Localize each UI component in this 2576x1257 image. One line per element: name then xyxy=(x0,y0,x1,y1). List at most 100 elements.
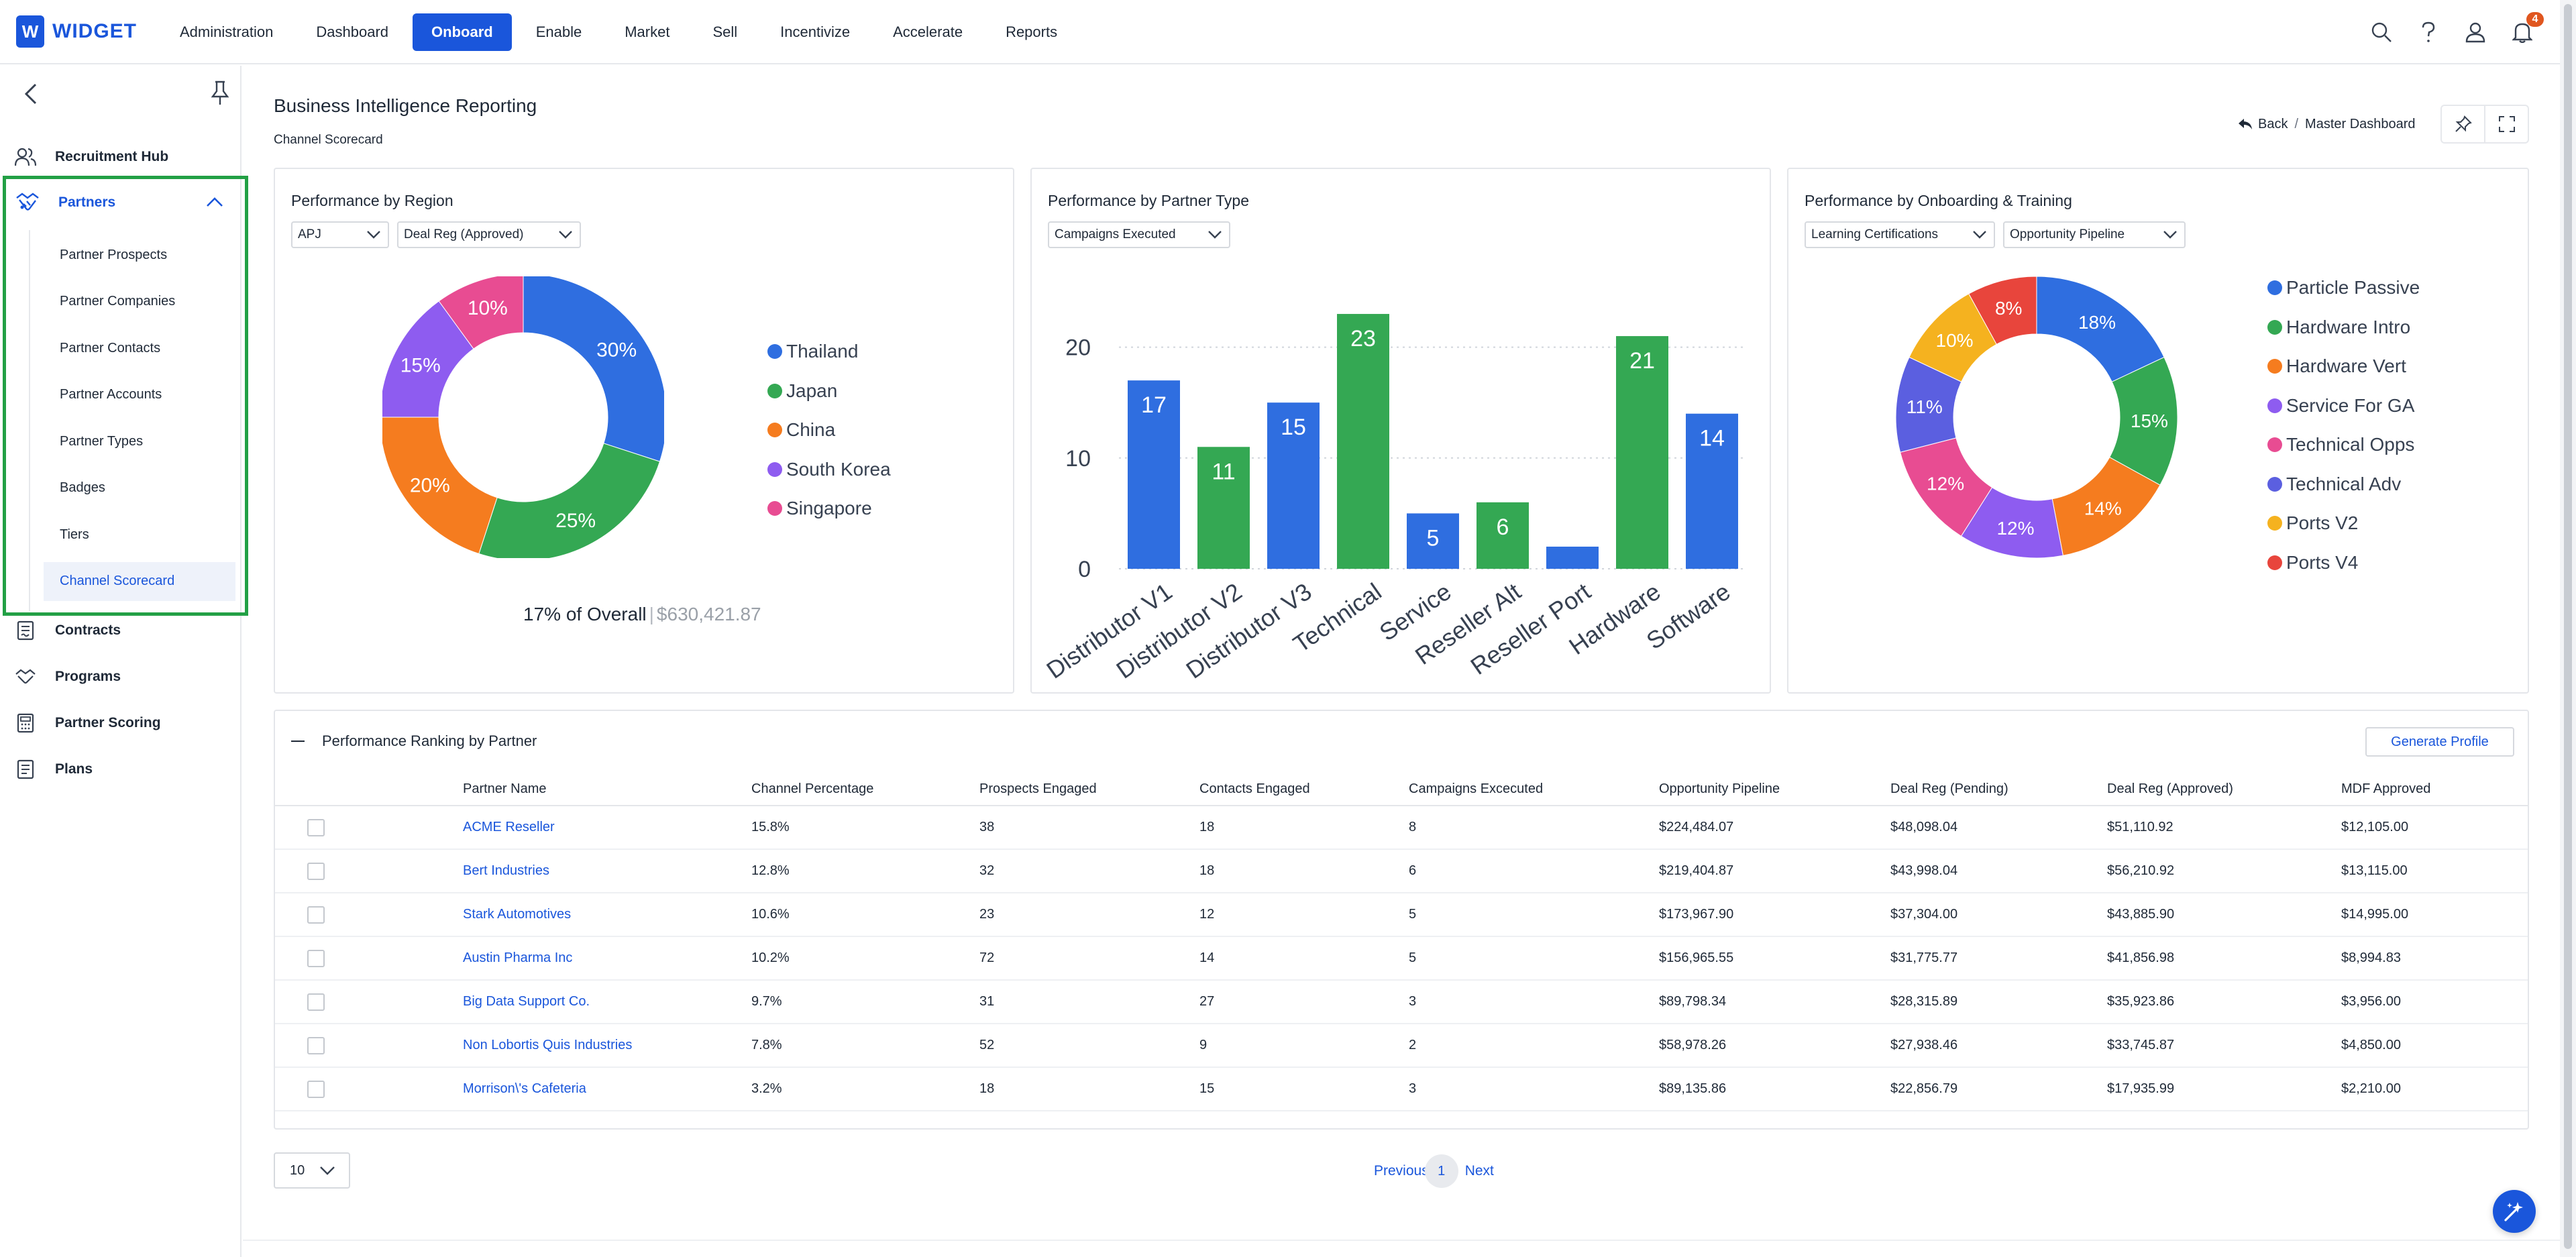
bar-distributor-v2[interactable] xyxy=(1197,447,1250,569)
bar-distributor-v1[interactable] xyxy=(1128,380,1180,569)
column-header[interactable]: Partner Name xyxy=(463,781,547,796)
row-checkbox[interactable] xyxy=(307,818,325,836)
metric-select[interactable]: Opportunity Pipeline xyxy=(2003,221,2186,248)
donut-slice-ports-v4[interactable] xyxy=(1968,276,2037,345)
column-header[interactable]: Channel Percentage xyxy=(751,781,874,796)
column-header[interactable]: Prospects Engaged xyxy=(979,781,1097,796)
next-page-link[interactable]: Next xyxy=(1464,1163,1494,1179)
generate-profile-button[interactable]: Generate Profile xyxy=(2365,727,2514,757)
legend-item[interactable]: Ports V2 xyxy=(2267,504,2420,543)
legend-item[interactable]: South Korea xyxy=(767,450,891,490)
previous-page-link[interactable]: Previous xyxy=(1374,1163,1429,1179)
scrollbar-thumb[interactable] xyxy=(2564,4,2572,1249)
row-checkbox[interactable] xyxy=(307,1080,325,1098)
bar-software[interactable] xyxy=(1686,413,1738,569)
partner-name-link[interactable]: Austin Pharma Inc xyxy=(463,950,573,965)
sidebar-subitem-partner-accounts[interactable]: Partner Accounts xyxy=(60,387,162,402)
legend-item[interactable]: Hardware Intro xyxy=(2267,308,2420,347)
app-logo[interactable]: W WIDGET xyxy=(16,15,137,48)
sidebar-subitem-partner-companies[interactable]: Partner Companies xyxy=(60,294,176,309)
row-checkbox[interactable] xyxy=(307,949,325,967)
sidebar-subitem-partner-contacts[interactable]: Partner Contacts xyxy=(60,340,161,356)
row-checkbox[interactable] xyxy=(307,906,325,924)
column-header[interactable]: Contacts Engaged xyxy=(1199,781,1310,796)
row-checkbox[interactable] xyxy=(307,1036,325,1054)
partner-name-link[interactable]: Non Lobortis Quis Industries xyxy=(463,1038,633,1052)
column-header[interactable]: MDF Approved xyxy=(2341,781,2431,796)
ranking-header[interactable]: Performance Ranking by Partner xyxy=(291,732,537,750)
donut-slice-japan[interactable] xyxy=(478,443,661,558)
metric-select[interactable]: Campaigns Executed xyxy=(1048,221,1230,248)
donut-slice-thailand[interactable] xyxy=(523,276,664,462)
legend-item[interactable]: Singapore xyxy=(767,489,891,529)
nav-administration[interactable]: Administration xyxy=(180,23,274,40)
sidebar-item-partners[interactable]: Partners xyxy=(6,179,245,226)
help-icon[interactable] xyxy=(2415,19,2442,46)
partner-name-link[interactable]: ACME Reseller xyxy=(463,820,555,834)
metric-select[interactable]: Deal Reg (Approved) xyxy=(397,221,581,248)
nav-incentivize[interactable]: Incentivize xyxy=(780,23,851,40)
nav-reports[interactable]: Reports xyxy=(1006,23,1058,40)
partner-name-link[interactable]: Stark Automotives xyxy=(463,907,572,922)
legend-item[interactable]: Technical Opps xyxy=(2267,425,2420,465)
chevron-up-icon[interactable] xyxy=(205,194,225,210)
notification-bell-icon[interactable]: 4 xyxy=(2509,12,2544,46)
donut-slice-china[interactable] xyxy=(382,417,498,555)
collapse-sidebar-icon[interactable] xyxy=(19,80,46,107)
legend-item[interactable]: Technical Adv xyxy=(2267,465,2420,504)
legend-item[interactable]: Particle Passive xyxy=(2267,268,2420,308)
sidebar-subitem-partner-types[interactable]: Partner Types xyxy=(60,433,144,449)
partner-name-link[interactable]: Morrison\'s Cafeteria xyxy=(463,1081,586,1096)
row-checkbox[interactable] xyxy=(307,993,325,1011)
bar-service[interactable] xyxy=(1407,513,1459,569)
nav-onboard[interactable]: Onboard xyxy=(413,13,512,51)
page-size-select[interactable]: 10 xyxy=(274,1152,350,1189)
bar-reseller-alt[interactable] xyxy=(1477,502,1529,569)
bar-hardware[interactable] xyxy=(1616,336,1668,569)
legend-item[interactable]: Japan xyxy=(767,372,891,411)
sidebar-item-contracts[interactable]: Contracts xyxy=(0,610,240,651)
row-checkbox[interactable] xyxy=(307,862,325,880)
search-icon[interactable] xyxy=(2368,19,2395,46)
training-select[interactable]: Learning Certifications xyxy=(1805,221,1995,248)
sidebar-item-plans[interactable]: Plans xyxy=(0,749,240,789)
nav-enable[interactable]: Enable xyxy=(535,23,582,40)
page-scrollbar[interactable] xyxy=(2560,0,2576,1257)
region-select[interactable]: APJ xyxy=(291,221,389,248)
legend-item[interactable]: Hardware Vert xyxy=(2267,347,2420,386)
sidebar-item-partner-scoring[interactable]: Partner Scoring xyxy=(0,703,240,743)
collapse-icon[interactable] xyxy=(291,741,305,742)
breadcrumb-current[interactable]: Master Dashboard xyxy=(2305,116,2416,131)
column-header[interactable]: Deal Reg (Approved) xyxy=(2107,781,2233,796)
sidebar-subitem-channel-scorecard[interactable]: Channel Scorecard xyxy=(44,561,235,601)
donut-slice-singapore[interactable] xyxy=(438,276,524,349)
column-header[interactable]: Campaigns Excecuted xyxy=(1409,781,1544,796)
sidebar-item-programs[interactable]: Programs xyxy=(0,657,240,697)
legend-item[interactable]: Service For GA xyxy=(2267,386,2420,426)
fullscreen-button[interactable] xyxy=(2484,106,2528,142)
bar-reseller-port[interactable] xyxy=(1546,546,1599,569)
sidebar-subitem-badges[interactable]: Badges xyxy=(60,480,105,495)
column-header[interactable]: Opportunity Pipeline xyxy=(1659,781,1780,796)
back-link[interactable]: Back xyxy=(2238,117,2288,132)
legend-item[interactable]: China xyxy=(767,411,891,450)
user-icon[interactable] xyxy=(2462,19,2489,46)
pin-button[interactable] xyxy=(2442,106,2484,142)
sidebar-item-recruitment-hub[interactable]: Recruitment Hub xyxy=(0,137,240,177)
sidebar-subitem-partner-prospects[interactable]: Partner Prospects xyxy=(60,247,168,262)
bar-distributor-v3[interactable] xyxy=(1267,402,1320,569)
nav-sell[interactable]: Sell xyxy=(712,23,738,40)
sidebar-subitem-tiers[interactable]: Tiers xyxy=(60,527,89,542)
nav-accelerate[interactable]: Accelerate xyxy=(893,23,963,40)
partner-name-link[interactable]: Big Data Support Co. xyxy=(463,994,590,1009)
pin-sidebar-icon[interactable] xyxy=(208,79,232,106)
nav-market[interactable]: Market xyxy=(625,23,670,40)
legend-item[interactable]: Thailand xyxy=(767,332,891,372)
nav-dashboard[interactable]: Dashboard xyxy=(316,23,389,40)
legend-item[interactable]: Ports V4 xyxy=(2267,543,2420,583)
bar-technical[interactable] xyxy=(1337,314,1389,569)
ai-assistant-button[interactable] xyxy=(2493,1190,2536,1233)
column-header[interactable]: Deal Reg (Pending) xyxy=(1890,781,2008,796)
partner-name-link[interactable]: Bert Industries xyxy=(463,863,549,878)
current-page[interactable]: 1 xyxy=(1424,1154,1458,1188)
